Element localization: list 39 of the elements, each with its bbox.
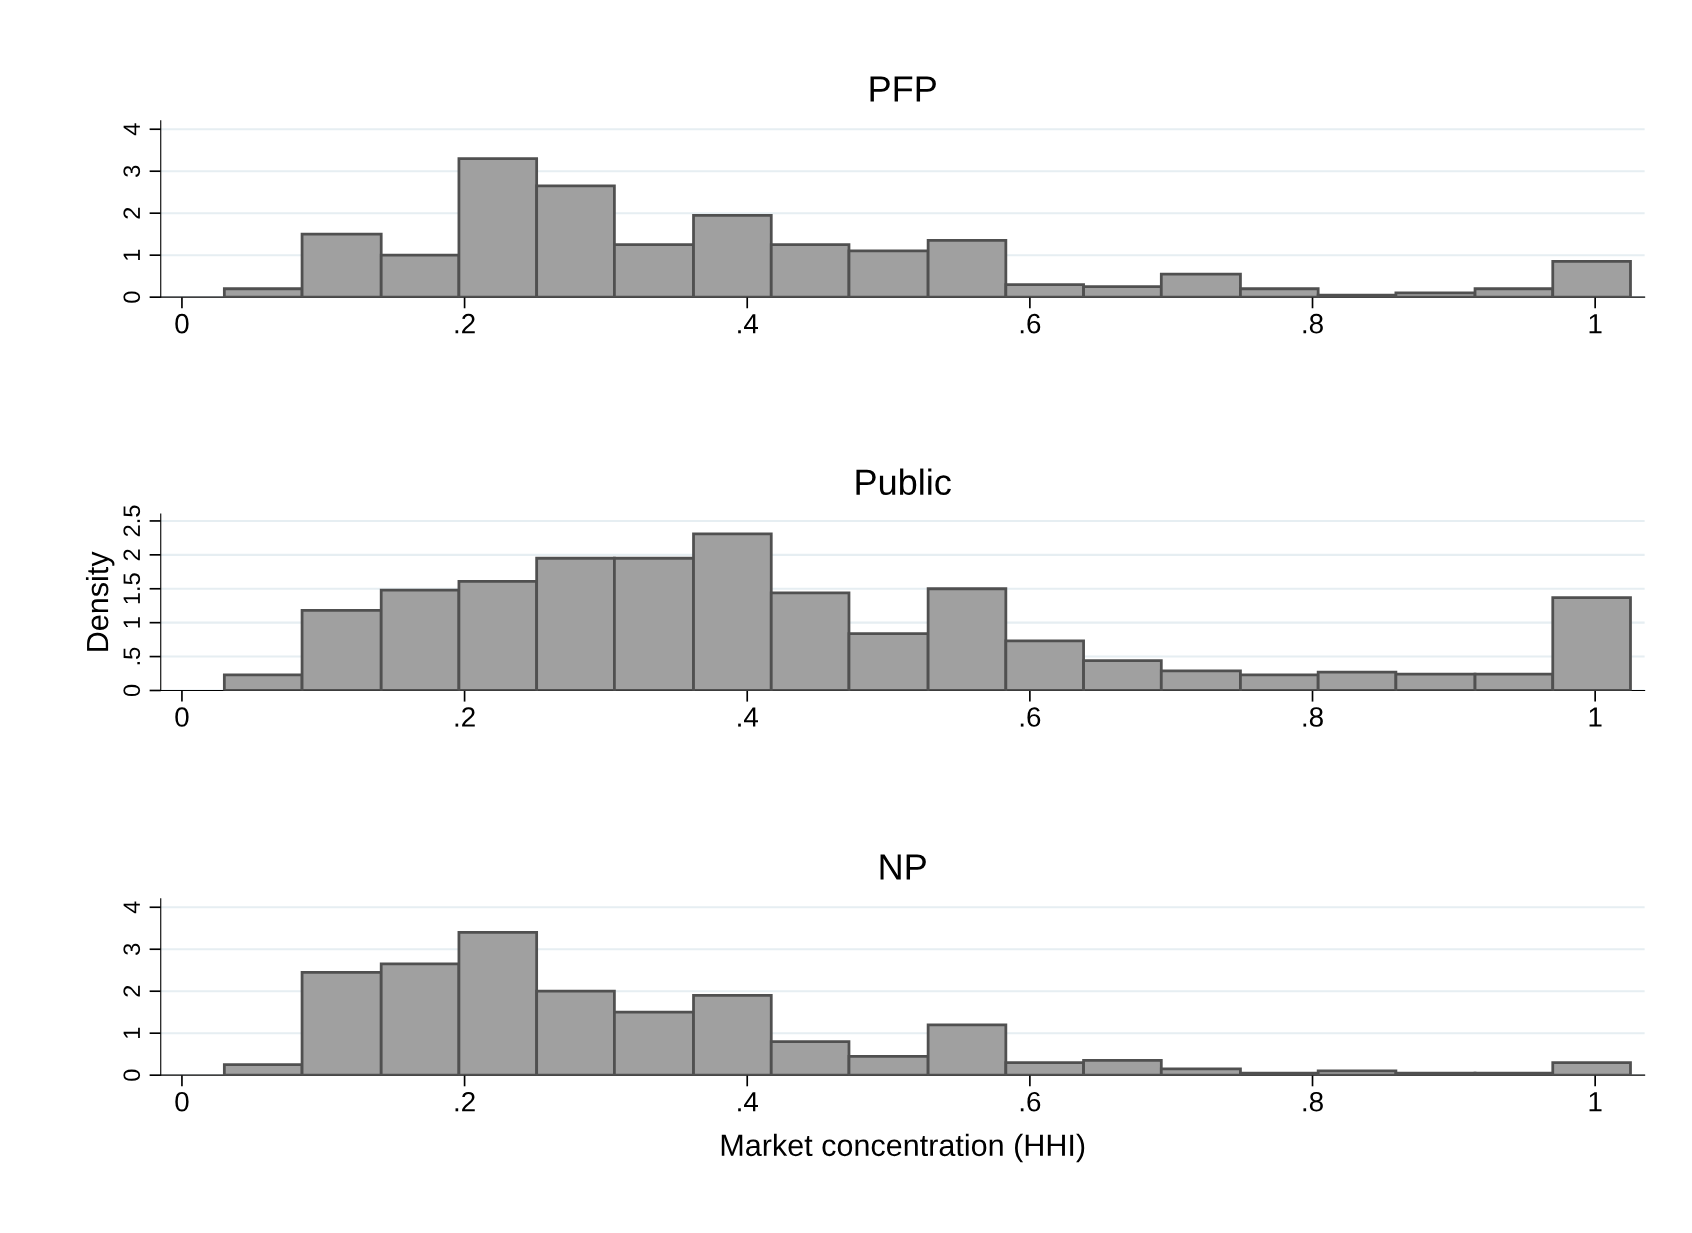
x-tick-label: .6 bbox=[1020, 1091, 1041, 1112]
y-tick-label: 1 bbox=[123, 617, 140, 628]
x-tick-label: .4 bbox=[738, 314, 758, 334]
x-axis-title: Market concentration (HHI) bbox=[721, 1133, 1085, 1163]
y-tick-label: 2 bbox=[123, 207, 140, 219]
y-tick-label: .5 bbox=[123, 647, 141, 665]
x-tick-label: 1 bbox=[1589, 314, 1602, 334]
x-tick-label: 1 bbox=[1589, 1092, 1602, 1112]
y-tick-label: 3 bbox=[123, 943, 141, 955]
y-tick-label: 4 bbox=[123, 901, 140, 914]
y-tick-label: 2.5 bbox=[123, 505, 141, 537]
y-tick-label: 4 bbox=[123, 123, 140, 136]
x-tick-label: 0 bbox=[175, 707, 189, 727]
x-tick-label: .2 bbox=[455, 1091, 475, 1112]
y-tick-label: 2 bbox=[123, 985, 140, 997]
y-tick-label: 1.5 bbox=[123, 573, 141, 604]
x-tick-label: .8 bbox=[1303, 313, 1323, 334]
y-tick-label: 0 bbox=[123, 291, 141, 303]
x-tick-label: .2 bbox=[455, 313, 475, 334]
x-tick-label: 0 bbox=[175, 313, 189, 334]
y-tick-label: 1 bbox=[123, 249, 140, 260]
y-tick-label: 2 bbox=[123, 549, 140, 561]
x-tick-label: .4 bbox=[738, 1092, 758, 1112]
y-tick-label: 1 bbox=[123, 1027, 140, 1038]
x-tick-label: .8 bbox=[1303, 1091, 1323, 1112]
y-tick-label: 3 bbox=[123, 165, 141, 177]
chart-title: NP bbox=[880, 854, 926, 880]
x-tick-label: 0 bbox=[175, 1091, 189, 1112]
x-tick-label: .6 bbox=[1020, 707, 1041, 727]
x-tick-label: 1 bbox=[1589, 707, 1602, 727]
x-tick-label: .2 bbox=[455, 707, 475, 727]
x-tick-label: .4 bbox=[738, 707, 758, 727]
y-axis-title: Density bbox=[85, 551, 115, 651]
chart-title: Public bbox=[856, 468, 951, 496]
y-tick-label: 0 bbox=[123, 684, 141, 697]
chart-title: PFP bbox=[870, 76, 936, 102]
x-tick-label: .8 bbox=[1303, 707, 1323, 727]
x-tick-label: .6 bbox=[1020, 313, 1041, 334]
y-tick-label: 0 bbox=[123, 1069, 141, 1081]
